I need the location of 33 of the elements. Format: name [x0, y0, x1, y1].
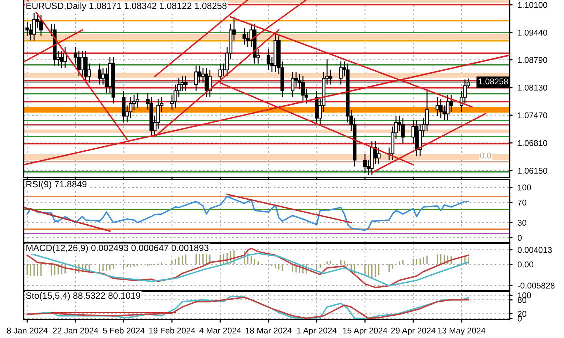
x-tick-label: 13 May 2024 [438, 328, 486, 336]
y-tick-label: 1.10100 [518, 2, 548, 8]
chart-title: MACD(12,26,9) 0.002493 0.000647 0.001893 [26, 244, 209, 254]
chart-title: EURUSD,Daily 1.08171 1.08342 1.08122 1.08258 [26, 2, 227, 12]
y-tick-label: 1.08130 [518, 84, 548, 91]
y-tick-label: 1.06150 [518, 168, 548, 174]
y-tick-label: 1.09440 [518, 30, 548, 36]
y-tick-label: 0.004013 [518, 247, 552, 254]
x-tick-label: 15 Apr 2024 [343, 328, 388, 336]
chart-title: Sto(15,5,4) 88.5322 80.1019 [26, 292, 140, 301]
y-tick-label: 70 [518, 200, 527, 206]
y-tick-label: 1.07470 [518, 112, 548, 119]
x-tick-label: 8 Jan 2024 [7, 328, 48, 334]
y-tick-label: 0.00 [518, 262, 534, 268]
x-tick-label: 19 Feb 2024 [149, 328, 196, 334]
y-tick-label: 100 [518, 292, 532, 299]
y-tick-label: 30 [518, 220, 527, 226]
y-tick-label: 1.08790 [518, 57, 548, 64]
ref-line-label: 1.08258 [479, 78, 508, 85]
x-tick-label: 1 Apr 2024 [297, 328, 337, 336]
chart-title: RSI(9) 71.8849 [26, 180, 87, 190]
y-tick-label: 20 [518, 311, 527, 318]
y-tick-label: 100 [518, 184, 532, 191]
x-tick-label: 4 Mar 2024 [200, 328, 242, 334]
y-tick-label: 0 [518, 235, 522, 242]
y-tick-label: 80 [518, 297, 527, 304]
y-tick-label: -0.005828 [518, 282, 555, 289]
x-tick-label: 18 Mar 2024 [246, 328, 292, 334]
x-tick-label: 22 Jan 2024 [53, 328, 98, 334]
y-tick-label: 1.06810 [518, 140, 548, 146]
annotation: 0.0 [480, 152, 492, 159]
x-tick-label: 29 Apr 2024 [391, 328, 436, 336]
x-tick-label: 5 Feb 2024 [103, 328, 145, 334]
